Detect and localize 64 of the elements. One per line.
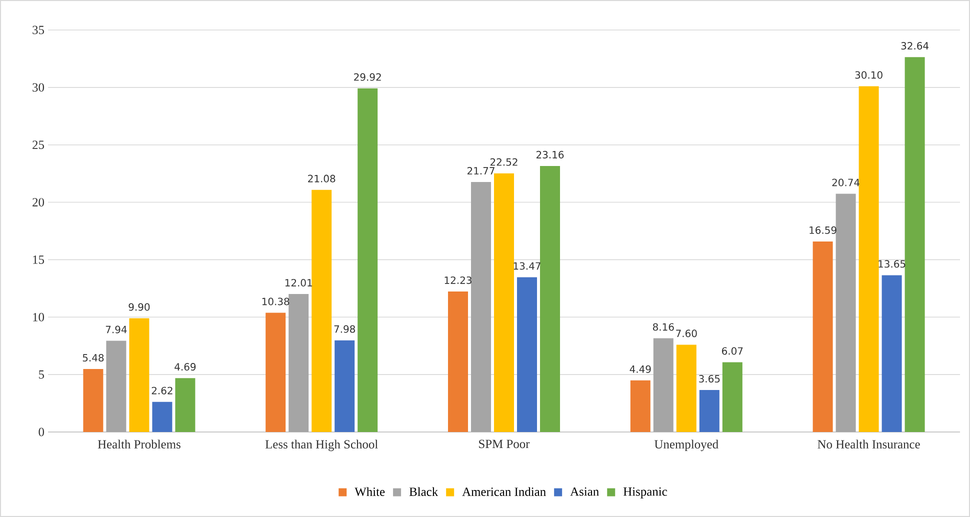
bar — [812, 241, 833, 432]
legend-label: Hispanic — [623, 487, 667, 498]
data-label: 32.64 — [901, 42, 929, 50]
bar — [722, 362, 742, 432]
y-tick-label: 25 — [32, 140, 44, 150]
data-label: 4.69 — [174, 363, 196, 371]
y-tick-label: 20 — [32, 198, 44, 206]
x-tick-label: SPM Poor — [479, 440, 530, 448]
legend-label: American Indian — [462, 487, 546, 496]
data-label: 8.16 — [652, 323, 674, 331]
bar — [858, 86, 879, 432]
bar — [630, 380, 650, 432]
bar — [540, 166, 560, 432]
bar — [266, 312, 286, 432]
legend-label: Asian — [570, 487, 599, 496]
bar — [448, 292, 468, 432]
bar — [676, 344, 696, 432]
bar — [471, 182, 492, 432]
bar — [83, 369, 104, 432]
bar — [288, 294, 309, 432]
y-tick-label: 0 — [38, 428, 44, 436]
bar — [836, 194, 856, 432]
data-label: 23.16 — [536, 150, 564, 158]
bar — [106, 340, 126, 432]
legend-label: Black — [409, 487, 438, 496]
data-label: 7.94 — [106, 326, 127, 334]
legend-label: White — [354, 487, 385, 496]
data-label: 5.48 — [82, 354, 104, 362]
bar — [904, 57, 925, 432]
data-label: 21.08 — [308, 174, 336, 182]
bar — [129, 318, 150, 432]
bar — [699, 390, 720, 432]
y-tick-label: 35 — [32, 26, 44, 34]
data-label: 9.90 — [128, 303, 150, 311]
y-tick-label: 30 — [32, 83, 44, 92]
y-tick-label: 10 — [33, 312, 44, 322]
data-label: 3.65 — [699, 374, 720, 383]
x-tick-label: No Health Insurance — [818, 440, 920, 449]
x-tick-label: Less than High School — [265, 440, 378, 452]
bar — [494, 173, 514, 432]
bar — [882, 275, 902, 432]
data-label: 30.10 — [855, 71, 882, 79]
data-label: 12.23 — [444, 276, 472, 284]
bar — [152, 402, 172, 432]
data-label: 16.59 — [810, 226, 836, 234]
data-label: 2.62 — [152, 386, 172, 394]
data-label: 10.38 — [262, 298, 290, 306]
x-tick-label: Unemployed — [654, 440, 718, 452]
data-label: 7.98 — [334, 325, 356, 333]
data-label: 22.52 — [490, 158, 518, 166]
bar — [175, 378, 196, 432]
x-tick-label: Health Problems — [98, 440, 180, 449]
bar — [312, 190, 332, 432]
data-label: 29.92 — [354, 73, 381, 81]
y-tick-label: 5 — [38, 370, 44, 379]
data-label: 7.60 — [676, 330, 697, 338]
data-label: 21.77 — [467, 167, 494, 174]
bar — [517, 277, 538, 432]
bar — [653, 338, 674, 432]
bar — [334, 340, 355, 432]
bar — [358, 88, 378, 432]
data-label: 4.49 — [630, 365, 651, 373]
data-label: 6.07 — [722, 347, 743, 355]
y-tick-label: 15 — [33, 256, 44, 264]
